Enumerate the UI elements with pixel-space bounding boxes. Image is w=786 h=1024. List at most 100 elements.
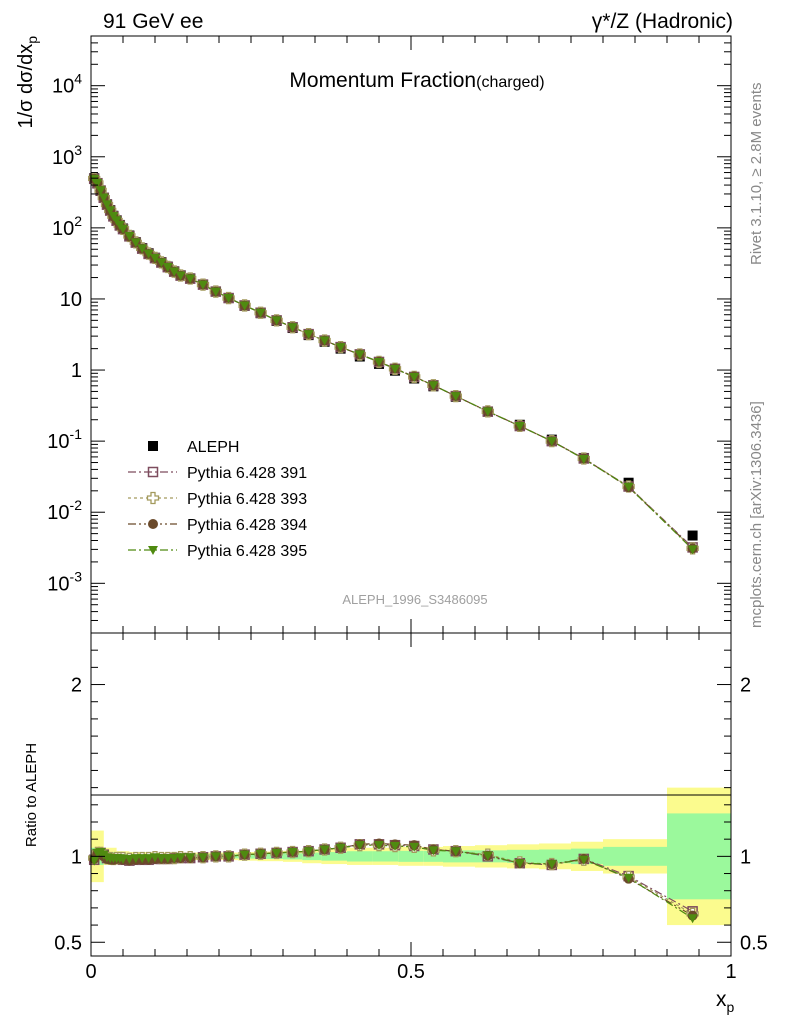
legend-label-pythia-6-428-393: Pythia 6.428 393 [187, 491, 307, 508]
legend-label-pythia-6-428-391: Pythia 6.428 391 [187, 465, 307, 482]
ratio-y-tick-label-left: 1 [71, 846, 82, 868]
main-point-pythia-6-428-395 [271, 316, 282, 326]
x-tick-label: 0 [85, 961, 96, 983]
ratio-y-tick-label-right: 2 [740, 675, 751, 697]
analysis-watermark: ALEPH_1996_S3486095 [342, 592, 487, 607]
legend-marker-pythia-6-428-393 [146, 491, 160, 505]
ratio-band-inner-bin [372, 851, 399, 862]
main-y-tick-label: 103 [52, 142, 82, 169]
main-point-pythia-6-428-395 [303, 330, 314, 340]
ratio-point-pythia-6-428-395 [210, 852, 221, 862]
main-point-aleph [687, 530, 698, 541]
ratio-y-tick-label-right: 0.5 [740, 932, 768, 954]
ratio-point-pythia-6-428-395 [198, 853, 208, 863]
main-point-pythia-6-428-395 [578, 455, 589, 465]
x-tick-label: 1 [725, 961, 736, 983]
ratio-band-inner-bin [603, 846, 667, 866]
legend-label-pythia-6-428-394: Pythia 6.428 394 [187, 517, 307, 534]
main-point-pythia-6-428-395 [546, 437, 557, 447]
ratio-point-pythia-6-428-395 [169, 854, 180, 864]
ratio-point-pythia-6-428-395 [156, 854, 167, 864]
main-point-pythia-6-428-395 [118, 224, 128, 234]
main-point-pythia-6-428-395 [210, 287, 221, 297]
ratio-point-pythia-6-428-395 [428, 846, 439, 856]
main-point-pythia-6-428-395 [137, 244, 148, 254]
ratio-point-pythia-6-428-395 [255, 849, 266, 859]
ratio-point-pythia-6-428-395 [335, 843, 346, 853]
main-y-tick-label: 102 [52, 213, 82, 240]
main-y-tick-label: 10-2 [47, 497, 82, 524]
main-point-pythia-6-428-395 [92, 178, 103, 188]
main-point-pythia-6-428-395 [198, 280, 208, 290]
ratio-y-axis-label: Ratio to ALEPH [23, 743, 40, 847]
main-point-pythia-6-428-395 [105, 206, 116, 216]
ratio-band-inner-bin [321, 852, 347, 861]
ratio-point-pythia-6-428-395 [143, 854, 154, 864]
ratio-point-pythia-6-428-395 [137, 854, 148, 864]
ratio-point-pythia-6-428-395 [287, 848, 298, 858]
ratio-point-pythia-6-428-395 [239, 850, 250, 860]
header-right: γ*/Z (Hadronic) [592, 10, 733, 33]
main-point-pythia-6-428-395 [390, 364, 400, 374]
ratio-point-pythia-6-428-395 [450, 847, 461, 857]
main-point-pythia-6-428-395 [95, 186, 106, 196]
ratio-y-tick-label-left: 0.5 [54, 932, 82, 954]
ratio-point-pythia-6-428-395 [409, 842, 420, 852]
ratio-panel: 0.5 0.51 12 2 0 0.5 1 Ratio to ALEPH [23, 632, 768, 983]
main-point-pythia-6-428-395 [319, 336, 330, 346]
main-point-pythia-6-428-395 [124, 231, 135, 241]
main-point-pythia-6-428-395 [428, 381, 439, 391]
ratio-point-pythia-6-428-395 [623, 873, 634, 883]
main-point-pythia-6-428-395 [255, 308, 266, 318]
legend-marker-pythia-6-428-394 [148, 519, 158, 529]
main-point-pythia-6-428-395 [223, 294, 234, 304]
ratio-y-tick-label-left: 2 [71, 675, 82, 697]
chart-title: Momentum Fraction(charged) [289, 69, 544, 92]
ratio-point-pythia-6-428-395 [223, 852, 234, 862]
main-point-pythia-6-428-395 [162, 262, 173, 272]
main-point-pythia-6-428-395 [687, 545, 698, 555]
main-point-pythia-6-428-395 [354, 350, 365, 360]
main-point-pythia-6-428-395 [482, 407, 493, 417]
ratio-point-pythia-6-428-395 [354, 841, 365, 851]
ratio-point-pythia-6-428-395 [118, 854, 128, 864]
main-point-pythia-6-428-395 [335, 343, 346, 353]
main-point-pythia-6-428-395 [143, 249, 154, 259]
main-panel: 10-3 10-2 10-1 1 10 102 103 104 Momentum Fracti… [15, 35, 732, 634]
ratio-point-pythia-6-428-395 [687, 914, 698, 924]
main-point-pythia-6-428-395 [374, 357, 384, 367]
main-point-pythia-6-428-395 [130, 238, 141, 248]
ratio-point-pythia-6-428-395 [185, 853, 196, 863]
main-y-tick-label: 1 [71, 360, 82, 382]
ratio-point-pythia-6-428-395 [303, 847, 314, 857]
legend-marker-aleph [148, 441, 158, 451]
ratio-band-inner-bin [398, 850, 424, 862]
ratio-point-pythia-6-428-395 [514, 859, 525, 869]
main-y-tick-label: 10-1 [47, 426, 82, 453]
ratio-point-pythia-6-428-395 [124, 854, 135, 864]
legend-label-aleph: ALEPH [187, 439, 239, 456]
ratio-point-pythia-6-428-395 [482, 851, 493, 861]
main-point-pythia-6-428-395 [150, 253, 160, 263]
header-left: 91 GeV ee [103, 10, 203, 33]
legend-marker-pythia-6-428-395 [148, 546, 158, 555]
ratio-band-inner-bin [347, 851, 373, 862]
main-y-axis-label: 1/σ dσ/dxp [15, 36, 40, 129]
ratio-point-pythia-6-428-395 [319, 845, 330, 855]
ratio-point-pythia-6-428-395 [374, 841, 384, 851]
main-point-pythia-6-428-395 [185, 274, 196, 284]
main-point-pythia-6-428-395 [98, 193, 109, 203]
legend-marker-pythia-6-428-391 [147, 466, 159, 478]
main-y-tick-label: 10-3 [47, 568, 82, 595]
mcplots-reference-label: mcplots.cern.ch [arXiv:1306.3436] [748, 401, 765, 628]
x-axis-label: xp [716, 988, 735, 1015]
ratio-point-pythia-6-428-395 [546, 860, 557, 870]
ratio-y-tick-label-right: 1 [740, 846, 751, 868]
ratio-point-pythia-6-428-395 [390, 842, 400, 852]
legend-label-pythia-6-428-395: Pythia 6.428 395 [187, 543, 307, 560]
main-point-pythia-6-428-395 [175, 271, 186, 281]
ratio-point-pythia-6-428-395 [162, 854, 173, 864]
ratio-band-inner-bin [257, 853, 283, 859]
main-point-pythia-6-428-395 [239, 301, 250, 311]
ratio-point-pythia-6-428-395 [89, 856, 100, 866]
